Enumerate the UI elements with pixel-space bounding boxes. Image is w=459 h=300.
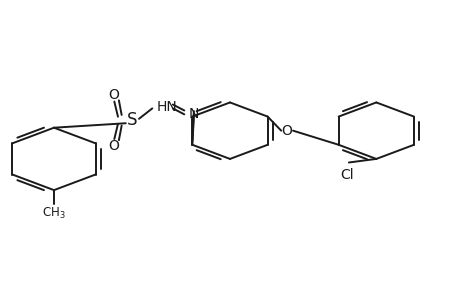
Text: S: S: [126, 111, 137, 129]
Text: O: O: [281, 124, 292, 138]
Text: O: O: [108, 139, 118, 152]
Text: O: O: [108, 88, 118, 102]
Text: CH$_3$: CH$_3$: [42, 206, 66, 221]
Text: Cl: Cl: [339, 168, 353, 182]
Text: HN: HN: [157, 100, 177, 114]
Text: N: N: [189, 107, 199, 121]
